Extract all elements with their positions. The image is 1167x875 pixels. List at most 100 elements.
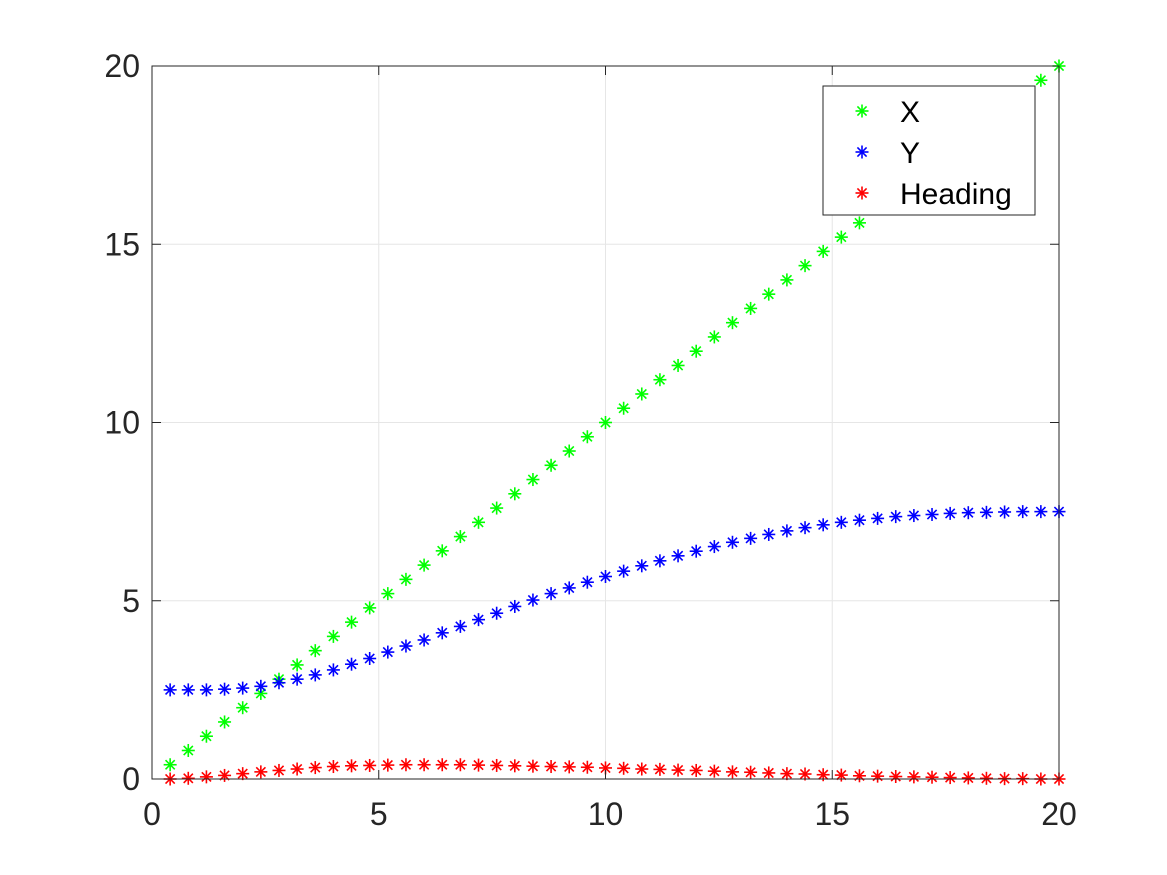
data-point: [218, 768, 232, 782]
data-point: [689, 763, 703, 777]
data-point: [308, 761, 322, 775]
data-point: [707, 330, 721, 344]
legend-marker: [855, 145, 869, 159]
data-point: [544, 587, 558, 601]
data-point: [580, 760, 594, 774]
data-point: [526, 473, 540, 487]
data-point: [453, 619, 467, 633]
data-point: [472, 515, 486, 529]
data-point: [163, 758, 177, 772]
data-point: [617, 761, 631, 775]
data-point: [508, 759, 522, 773]
y-tick-label: 15: [104, 226, 140, 262]
data-point: [417, 558, 431, 572]
data-point: [199, 683, 213, 697]
data-point: [254, 765, 268, 779]
data-point: [617, 564, 631, 578]
data-point: [236, 681, 250, 695]
data-point: [744, 301, 758, 315]
data-point: [798, 521, 812, 535]
data-point: [852, 216, 866, 230]
data-point: [943, 506, 957, 520]
data-point: [925, 507, 939, 521]
y-tick-label: 20: [104, 48, 140, 84]
legend-label: X: [900, 96, 920, 129]
data-point: [599, 570, 612, 584]
data-point: [834, 230, 848, 244]
data-point: [780, 524, 794, 538]
data-point: [617, 401, 631, 415]
data-point: [998, 505, 1012, 519]
data-point: [435, 626, 449, 640]
x-axis-tick-labels: 0 5 10 15 20: [143, 796, 1077, 832]
data-point: [979, 505, 993, 519]
data-point: [580, 430, 594, 444]
data-point: [381, 587, 395, 601]
plot-series: [163, 59, 1066, 786]
data-point: [725, 535, 739, 549]
data-point: [490, 606, 504, 620]
data-point: [889, 770, 903, 784]
data-point: [689, 544, 703, 558]
data-point: [544, 458, 558, 472]
x-tick-label: 15: [814, 796, 850, 832]
data-point: [979, 771, 993, 785]
data-point: [435, 758, 449, 772]
data-point: [544, 760, 558, 774]
data-point: [852, 513, 866, 527]
data-point: [762, 287, 776, 301]
legend-entry-y: Y: [855, 137, 920, 170]
y-axis-tick-labels: 0 5 10 15 20: [104, 48, 140, 797]
x-tick-label: 5: [370, 796, 388, 832]
data-point: [345, 657, 359, 671]
data-point: [290, 762, 304, 776]
data-point: [562, 581, 576, 595]
legend: XY Heading: [822, 85, 1036, 216]
data-point: [526, 593, 540, 607]
data-point: [290, 672, 304, 686]
data-point: [562, 444, 576, 458]
data-point: [417, 633, 431, 647]
data-point: [671, 549, 685, 563]
axes: [151, 65, 1060, 780]
data-point: [363, 758, 377, 772]
legend-label: Y: [900, 137, 920, 170]
data-point: [635, 387, 649, 401]
data-point: [889, 510, 903, 524]
data-point: [181, 743, 195, 757]
data-point: [943, 771, 957, 785]
data-point: [181, 683, 195, 697]
series-heading: [163, 758, 1066, 786]
data-point: [961, 506, 975, 520]
data-point: [780, 273, 794, 287]
data-point: [907, 770, 921, 784]
data-point: [599, 416, 612, 429]
data-point: [1016, 505, 1030, 519]
data-point: [453, 758, 467, 772]
data-point: [272, 763, 286, 777]
data-point: [472, 613, 486, 627]
data-point: [199, 770, 213, 784]
data-point: [218, 715, 232, 729]
data-point: [653, 373, 667, 387]
data-point: [816, 518, 830, 532]
data-point: [562, 760, 576, 774]
data-point: [435, 544, 449, 558]
data-point: [326, 760, 340, 774]
y-tick-label: 10: [104, 405, 140, 441]
data-point: [635, 559, 649, 573]
data-point: [326, 629, 340, 643]
data-point: [345, 615, 359, 629]
data-point: [852, 769, 866, 783]
data-point: [671, 763, 685, 777]
data-point: [961, 771, 975, 785]
data-point: [308, 644, 322, 658]
data-point: [363, 652, 377, 666]
data-point: [163, 683, 177, 697]
data-point: [744, 531, 758, 545]
data-point: [1034, 505, 1048, 519]
data-point: [871, 769, 885, 783]
data-point: [290, 658, 304, 672]
data-point: [599, 761, 612, 775]
